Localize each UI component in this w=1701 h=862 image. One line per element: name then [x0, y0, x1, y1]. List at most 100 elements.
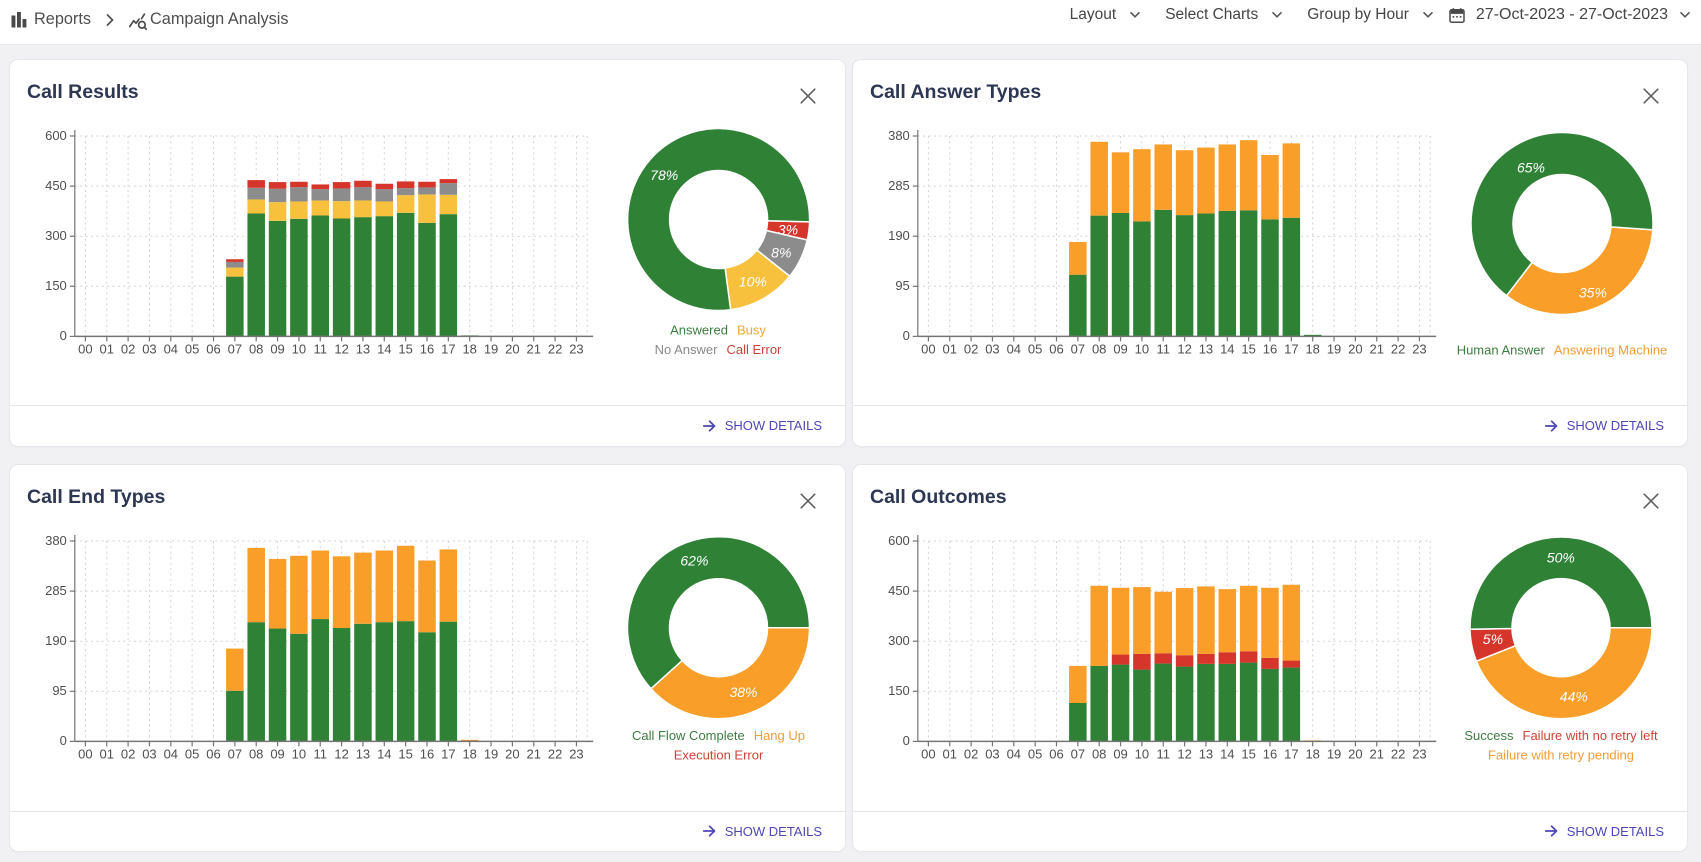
- svg-text:38%: 38%: [729, 684, 757, 700]
- svg-text:13: 13: [356, 747, 370, 762]
- svg-text:65%: 65%: [1517, 159, 1545, 175]
- svg-text:13: 13: [356, 341, 370, 356]
- svg-text:62%: 62%: [680, 553, 708, 569]
- svg-text:23: 23: [1412, 341, 1426, 356]
- svg-text:18: 18: [1305, 341, 1319, 356]
- svg-text:17: 17: [1284, 341, 1298, 356]
- svg-text:15: 15: [398, 747, 412, 762]
- svg-text:12: 12: [1177, 747, 1191, 762]
- svg-text:95: 95: [895, 278, 909, 293]
- svg-text:02: 02: [121, 747, 135, 762]
- svg-text:13: 13: [1199, 341, 1213, 356]
- svg-text:05: 05: [1028, 747, 1042, 762]
- svg-text:21: 21: [1370, 747, 1384, 762]
- svg-text:17: 17: [441, 341, 455, 356]
- svg-text:05: 05: [185, 747, 199, 762]
- svg-text:14: 14: [1220, 747, 1234, 762]
- svg-text:190: 190: [45, 633, 67, 648]
- svg-text:06: 06: [1049, 747, 1063, 762]
- svg-text:21: 21: [527, 341, 541, 356]
- svg-text:07: 07: [1071, 341, 1085, 356]
- svg-text:380: 380: [45, 533, 67, 548]
- svg-text:17: 17: [441, 747, 455, 762]
- svg-text:12: 12: [334, 747, 348, 762]
- svg-text:06: 06: [206, 747, 220, 762]
- svg-text:12: 12: [334, 341, 348, 356]
- svg-text:19: 19: [484, 747, 498, 762]
- svg-text:00: 00: [78, 341, 92, 356]
- svg-text:20: 20: [1348, 341, 1362, 356]
- svg-text:17: 17: [1284, 747, 1298, 762]
- svg-text:600: 600: [45, 127, 67, 142]
- svg-text:78%: 78%: [650, 167, 678, 183]
- svg-text:0: 0: [903, 733, 910, 748]
- svg-text:11: 11: [314, 341, 328, 356]
- svg-text:11: 11: [314, 747, 328, 762]
- svg-text:150: 150: [45, 278, 67, 293]
- svg-text:300: 300: [888, 633, 910, 648]
- svg-text:04: 04: [164, 341, 178, 356]
- svg-text:300: 300: [45, 228, 67, 243]
- svg-text:03: 03: [142, 747, 156, 762]
- svg-text:50%: 50%: [1547, 550, 1575, 566]
- svg-text:07: 07: [228, 341, 242, 356]
- svg-text:07: 07: [228, 747, 242, 762]
- svg-text:11: 11: [1157, 747, 1171, 762]
- svg-text:01: 01: [100, 341, 114, 356]
- svg-text:03: 03: [985, 341, 999, 356]
- svg-text:03: 03: [142, 341, 156, 356]
- svg-text:14: 14: [377, 747, 391, 762]
- svg-text:16: 16: [1263, 341, 1277, 356]
- svg-text:09: 09: [1113, 341, 1127, 356]
- svg-text:12: 12: [1177, 341, 1191, 356]
- svg-text:04: 04: [164, 747, 178, 762]
- svg-text:01: 01: [100, 747, 114, 762]
- svg-text:02: 02: [964, 341, 978, 356]
- svg-text:06: 06: [206, 341, 220, 356]
- svg-text:22: 22: [548, 747, 562, 762]
- svg-text:05: 05: [185, 341, 199, 356]
- svg-text:10%: 10%: [739, 273, 767, 289]
- svg-text:5%: 5%: [1483, 631, 1503, 647]
- svg-text:18: 18: [462, 747, 476, 762]
- svg-text:95: 95: [52, 683, 66, 698]
- svg-text:0: 0: [903, 328, 910, 343]
- svg-text:44%: 44%: [1560, 689, 1588, 705]
- svg-text:285: 285: [45, 583, 67, 598]
- svg-text:285: 285: [888, 177, 910, 192]
- svg-text:10: 10: [1135, 747, 1149, 762]
- svg-text:20: 20: [505, 747, 519, 762]
- svg-text:21: 21: [527, 747, 541, 762]
- svg-text:22: 22: [548, 341, 562, 356]
- svg-text:16: 16: [1263, 747, 1277, 762]
- svg-text:00: 00: [921, 747, 935, 762]
- svg-text:Execution Error: Execution Error: [674, 748, 764, 763]
- svg-text:19: 19: [1327, 747, 1341, 762]
- svg-text:09: 09: [270, 341, 284, 356]
- svg-text:190: 190: [888, 228, 910, 243]
- svg-text:15: 15: [1241, 747, 1255, 762]
- svg-text:08: 08: [249, 341, 263, 356]
- svg-text:11: 11: [1157, 341, 1171, 356]
- svg-text:02: 02: [964, 747, 978, 762]
- svg-text:450: 450: [45, 177, 67, 192]
- svg-text:07: 07: [1071, 747, 1085, 762]
- svg-text:450: 450: [888, 583, 910, 598]
- svg-text:13: 13: [1199, 747, 1213, 762]
- svg-text:22: 22: [1391, 747, 1405, 762]
- svg-text:08: 08: [1092, 341, 1106, 356]
- svg-text:600: 600: [888, 533, 910, 548]
- svg-text:00: 00: [921, 341, 935, 356]
- svg-text:35%: 35%: [1579, 284, 1607, 300]
- svg-text:23: 23: [569, 341, 583, 356]
- svg-text:19: 19: [484, 341, 498, 356]
- svg-text:18: 18: [462, 341, 476, 356]
- svg-text:09: 09: [1113, 747, 1127, 762]
- svg-text:21: 21: [1370, 341, 1384, 356]
- svg-text:03: 03: [985, 747, 999, 762]
